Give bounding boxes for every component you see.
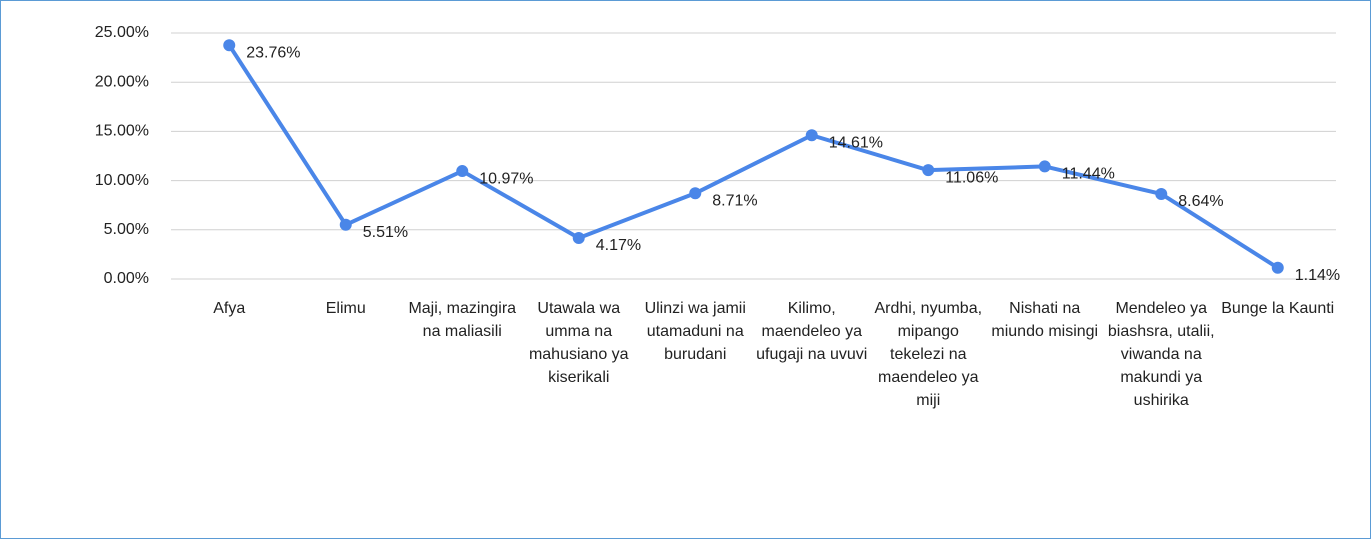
data-label: 4.17% bbox=[596, 237, 641, 254]
data-label: 23.76% bbox=[246, 44, 300, 61]
x-tick-label: Kilimo, maendeleo ya ufugaji na uvuvi bbox=[756, 300, 868, 363]
marker bbox=[1271, 261, 1284, 274]
x-tick-label: Ardhi, nyumba, mipango tekelezi na maend… bbox=[874, 300, 983, 409]
x-tick-label: Nishati na miundo misingi bbox=[991, 300, 1099, 340]
marker bbox=[572, 231, 585, 244]
y-tick-label: 10.00% bbox=[95, 172, 149, 189]
y-tick-label: 5.00% bbox=[104, 221, 149, 238]
marker bbox=[456, 165, 469, 178]
y-tick-label: 25.00% bbox=[95, 24, 149, 41]
x-tick-label: Mendeleo ya biashsra, utalii, viwanda na… bbox=[1107, 300, 1215, 409]
data-label: 8.71% bbox=[712, 193, 757, 210]
x-tick-label: Afya bbox=[213, 300, 246, 317]
y-tick-label: 15.00% bbox=[95, 123, 149, 140]
marker bbox=[805, 129, 818, 142]
marker bbox=[223, 39, 236, 52]
x-tick-label: Bunge la Kaunti bbox=[1221, 300, 1335, 317]
y-tick-label: 20.00% bbox=[95, 73, 149, 90]
data-label: 5.51% bbox=[363, 224, 408, 241]
marker bbox=[1038, 160, 1051, 173]
x-tick-label: Utawala wa umma na mahusiano ya kiserika… bbox=[528, 300, 629, 386]
data-label: 1.14% bbox=[1295, 267, 1340, 284]
data-label: 8.64% bbox=[1178, 193, 1223, 210]
marker bbox=[922, 164, 935, 177]
marker bbox=[689, 187, 702, 200]
x-tick-label: Elimu bbox=[325, 300, 366, 317]
marker bbox=[339, 218, 352, 231]
data-label: 11.44% bbox=[1062, 166, 1115, 183]
data-label: 11.06% bbox=[945, 169, 998, 186]
y-tick-label: 0.00% bbox=[104, 270, 149, 287]
marker bbox=[1155, 187, 1168, 200]
x-tick-label: Ulinzi wa jamii utamaduni na burudani bbox=[644, 300, 746, 363]
line bbox=[227, 44, 1279, 270]
x-tick-label: Maji, mazingira na maliasili bbox=[408, 300, 517, 340]
data-label: 10.97% bbox=[479, 170, 533, 187]
data-label: 14.61% bbox=[829, 134, 883, 151]
